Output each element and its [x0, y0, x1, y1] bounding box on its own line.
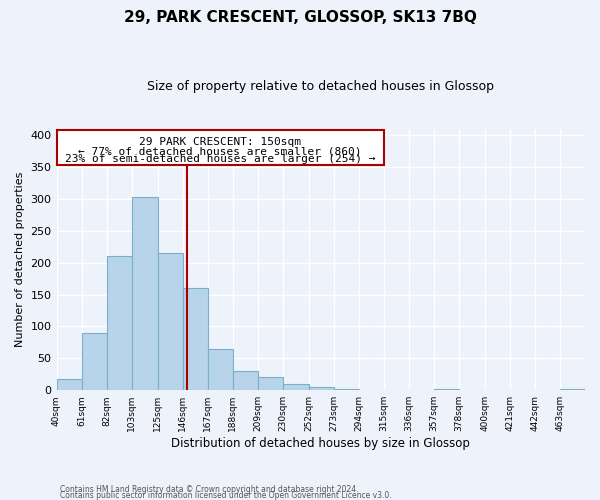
Bar	[158, 253, 183, 390]
Y-axis label: Number of detached properties: Number of detached properties	[15, 172, 25, 347]
Text: 23% of semi-detached houses are larger (254) →: 23% of semi-detached houses are larger (…	[65, 154, 376, 164]
Bar	[283, 384, 309, 390]
Bar	[107, 256, 131, 390]
Bar	[208, 349, 233, 390]
Bar	[309, 387, 334, 390]
Bar	[560, 389, 585, 390]
Bar	[434, 389, 459, 390]
Bar	[233, 371, 257, 390]
Bar	[131, 197, 158, 390]
FancyBboxPatch shape	[56, 130, 384, 165]
Bar	[257, 378, 283, 390]
Bar	[82, 333, 107, 390]
Bar	[56, 380, 82, 390]
X-axis label: Distribution of detached houses by size in Glossop: Distribution of detached houses by size …	[172, 437, 470, 450]
Text: 29 PARK CRESCENT: 150sqm: 29 PARK CRESCENT: 150sqm	[139, 136, 301, 146]
Text: Contains public sector information licensed under the Open Government Licence v3: Contains public sector information licen…	[60, 490, 392, 500]
Text: ← 77% of detached houses are smaller (860): ← 77% of detached houses are smaller (86…	[79, 146, 362, 156]
Bar	[183, 288, 208, 390]
Text: Contains HM Land Registry data © Crown copyright and database right 2024.: Contains HM Land Registry data © Crown c…	[60, 484, 359, 494]
Title: Size of property relative to detached houses in Glossop: Size of property relative to detached ho…	[147, 80, 494, 93]
Bar	[334, 389, 359, 390]
Text: 29, PARK CRESCENT, GLOSSOP, SK13 7BQ: 29, PARK CRESCENT, GLOSSOP, SK13 7BQ	[124, 10, 476, 25]
